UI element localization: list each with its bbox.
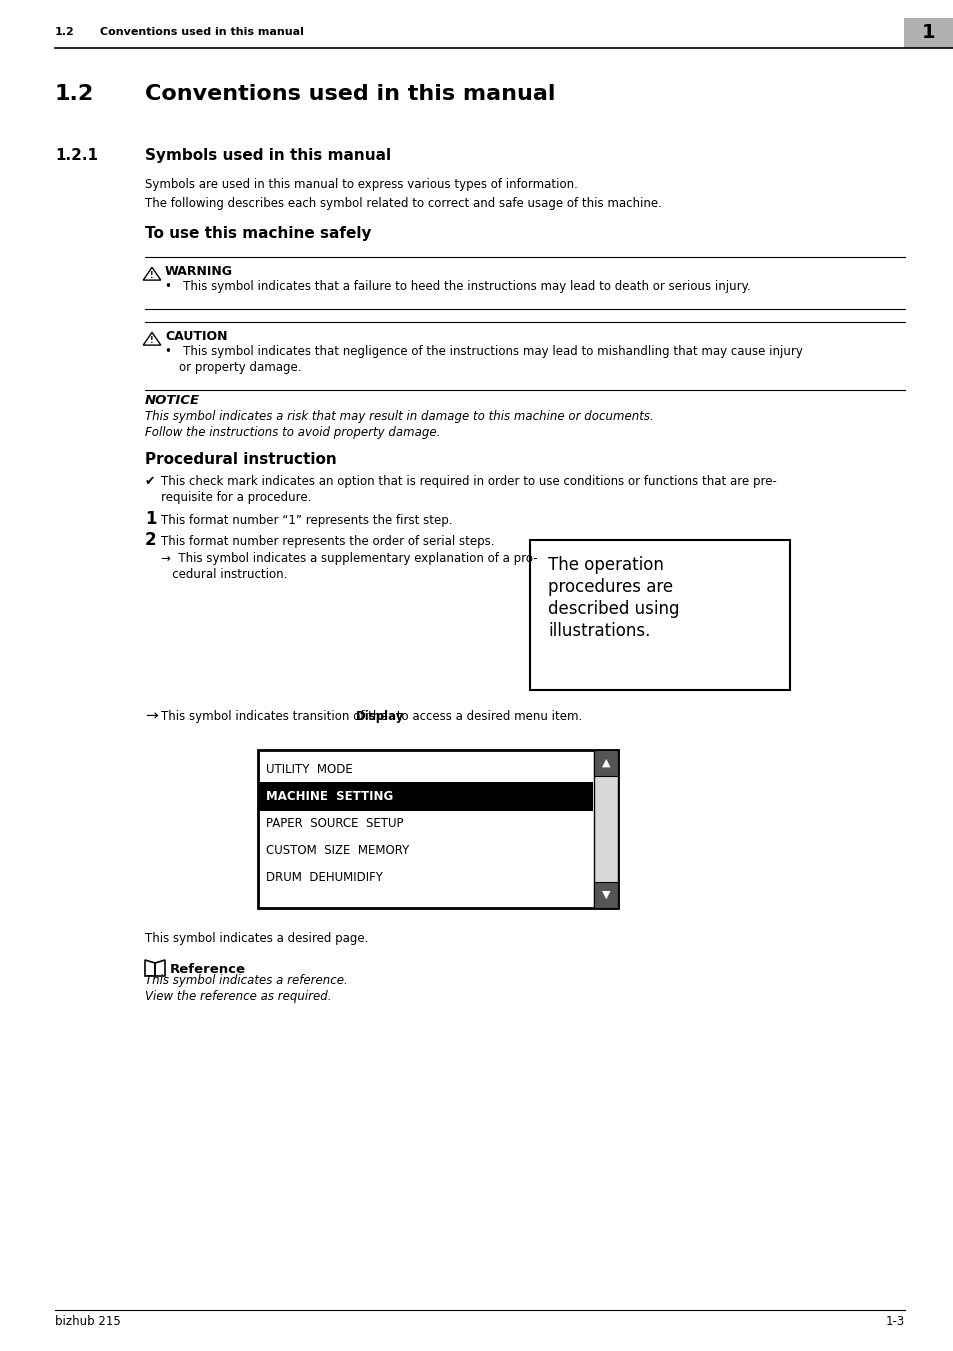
Text: ✔: ✔ (145, 476, 155, 488)
Text: This symbol indicates transition of the: This symbol indicates transition of the (161, 711, 391, 723)
Text: ▲: ▲ (601, 758, 610, 767)
Text: PAPER  SOURCE  SETUP: PAPER SOURCE SETUP (266, 817, 403, 830)
Text: •   This symbol indicates that a failure to heed the instructions may lead to de: • This symbol indicates that a failure t… (165, 280, 750, 293)
Text: To use this machine safely: To use this machine safely (145, 226, 371, 240)
Text: 1.2: 1.2 (55, 27, 74, 36)
Text: 1: 1 (145, 509, 156, 528)
Text: 2: 2 (145, 531, 156, 549)
Text: 1.2: 1.2 (55, 84, 94, 104)
Text: Follow the instructions to avoid property damage.: Follow the instructions to avoid propert… (145, 426, 440, 439)
Text: Reference: Reference (170, 963, 246, 975)
Text: bizhub 215: bizhub 215 (55, 1315, 121, 1328)
Text: This format number represents the order of serial steps.: This format number represents the order … (161, 535, 494, 549)
Text: Symbols are used in this manual to express various types of information.: Symbols are used in this manual to expre… (145, 178, 578, 190)
Text: !: ! (150, 272, 153, 280)
Text: Conventions used in this manual: Conventions used in this manual (100, 27, 304, 36)
FancyBboxPatch shape (903, 18, 953, 49)
Text: DRUM  DEHUMIDIFY: DRUM DEHUMIDIFY (266, 871, 382, 884)
Text: 1-3: 1-3 (884, 1315, 904, 1328)
Text: !: ! (150, 336, 153, 345)
FancyBboxPatch shape (594, 750, 618, 908)
FancyBboxPatch shape (530, 540, 789, 690)
Text: NOTICE: NOTICE (145, 394, 200, 407)
Text: illustrations.: illustrations. (547, 621, 650, 640)
Text: 1: 1 (922, 23, 935, 42)
Text: This symbol indicates a reference.: This symbol indicates a reference. (145, 974, 348, 988)
Text: MACHINE  SETTING: MACHINE SETTING (266, 790, 393, 802)
Text: →: → (145, 708, 157, 723)
Text: UTILITY  MODE: UTILITY MODE (266, 763, 353, 775)
Text: CUSTOM  SIZE  MEMORY: CUSTOM SIZE MEMORY (266, 844, 409, 857)
FancyBboxPatch shape (594, 750, 618, 775)
Text: procedures are: procedures are (547, 578, 673, 596)
Text: This symbol indicates a desired page.: This symbol indicates a desired page. (145, 932, 368, 944)
Text: Display: Display (355, 711, 404, 723)
FancyBboxPatch shape (258, 782, 593, 811)
Text: This symbol indicates a risk that may result in damage to this machine or docume: This symbol indicates a risk that may re… (145, 409, 653, 423)
Text: Symbols used in this manual: Symbols used in this manual (145, 149, 391, 163)
Text: ▼: ▼ (601, 890, 610, 900)
Text: View the reference as required.: View the reference as required. (145, 990, 331, 1002)
Text: Conventions used in this manual: Conventions used in this manual (145, 84, 555, 104)
Text: requisite for a procedure.: requisite for a procedure. (161, 490, 311, 504)
Text: The operation: The operation (547, 557, 663, 574)
Text: described using: described using (547, 600, 679, 617)
FancyBboxPatch shape (594, 882, 618, 908)
Text: •   This symbol indicates that negligence of the instructions may lead to mishan: • This symbol indicates that negligence … (165, 345, 802, 358)
FancyBboxPatch shape (257, 750, 618, 908)
Text: The following describes each symbol related to correct and safe usage of this ma: The following describes each symbol rela… (145, 197, 661, 209)
Text: CAUTION: CAUTION (165, 330, 227, 343)
Text: Procedural instruction: Procedural instruction (145, 453, 336, 467)
Text: or property damage.: or property damage. (179, 361, 301, 374)
Text: to access a desired menu item.: to access a desired menu item. (393, 711, 582, 723)
Text: This format number “1” represents the first step.: This format number “1” represents the fi… (161, 513, 452, 527)
Text: 1.2.1: 1.2.1 (55, 149, 98, 163)
Text: →  This symbol indicates a supplementary explanation of a pro-: → This symbol indicates a supplementary … (161, 553, 537, 565)
Text: This check mark indicates an option that is required in order to use conditions : This check mark indicates an option that… (161, 476, 776, 488)
Text: cedural instruction.: cedural instruction. (161, 567, 287, 581)
Text: WARNING: WARNING (165, 265, 233, 278)
